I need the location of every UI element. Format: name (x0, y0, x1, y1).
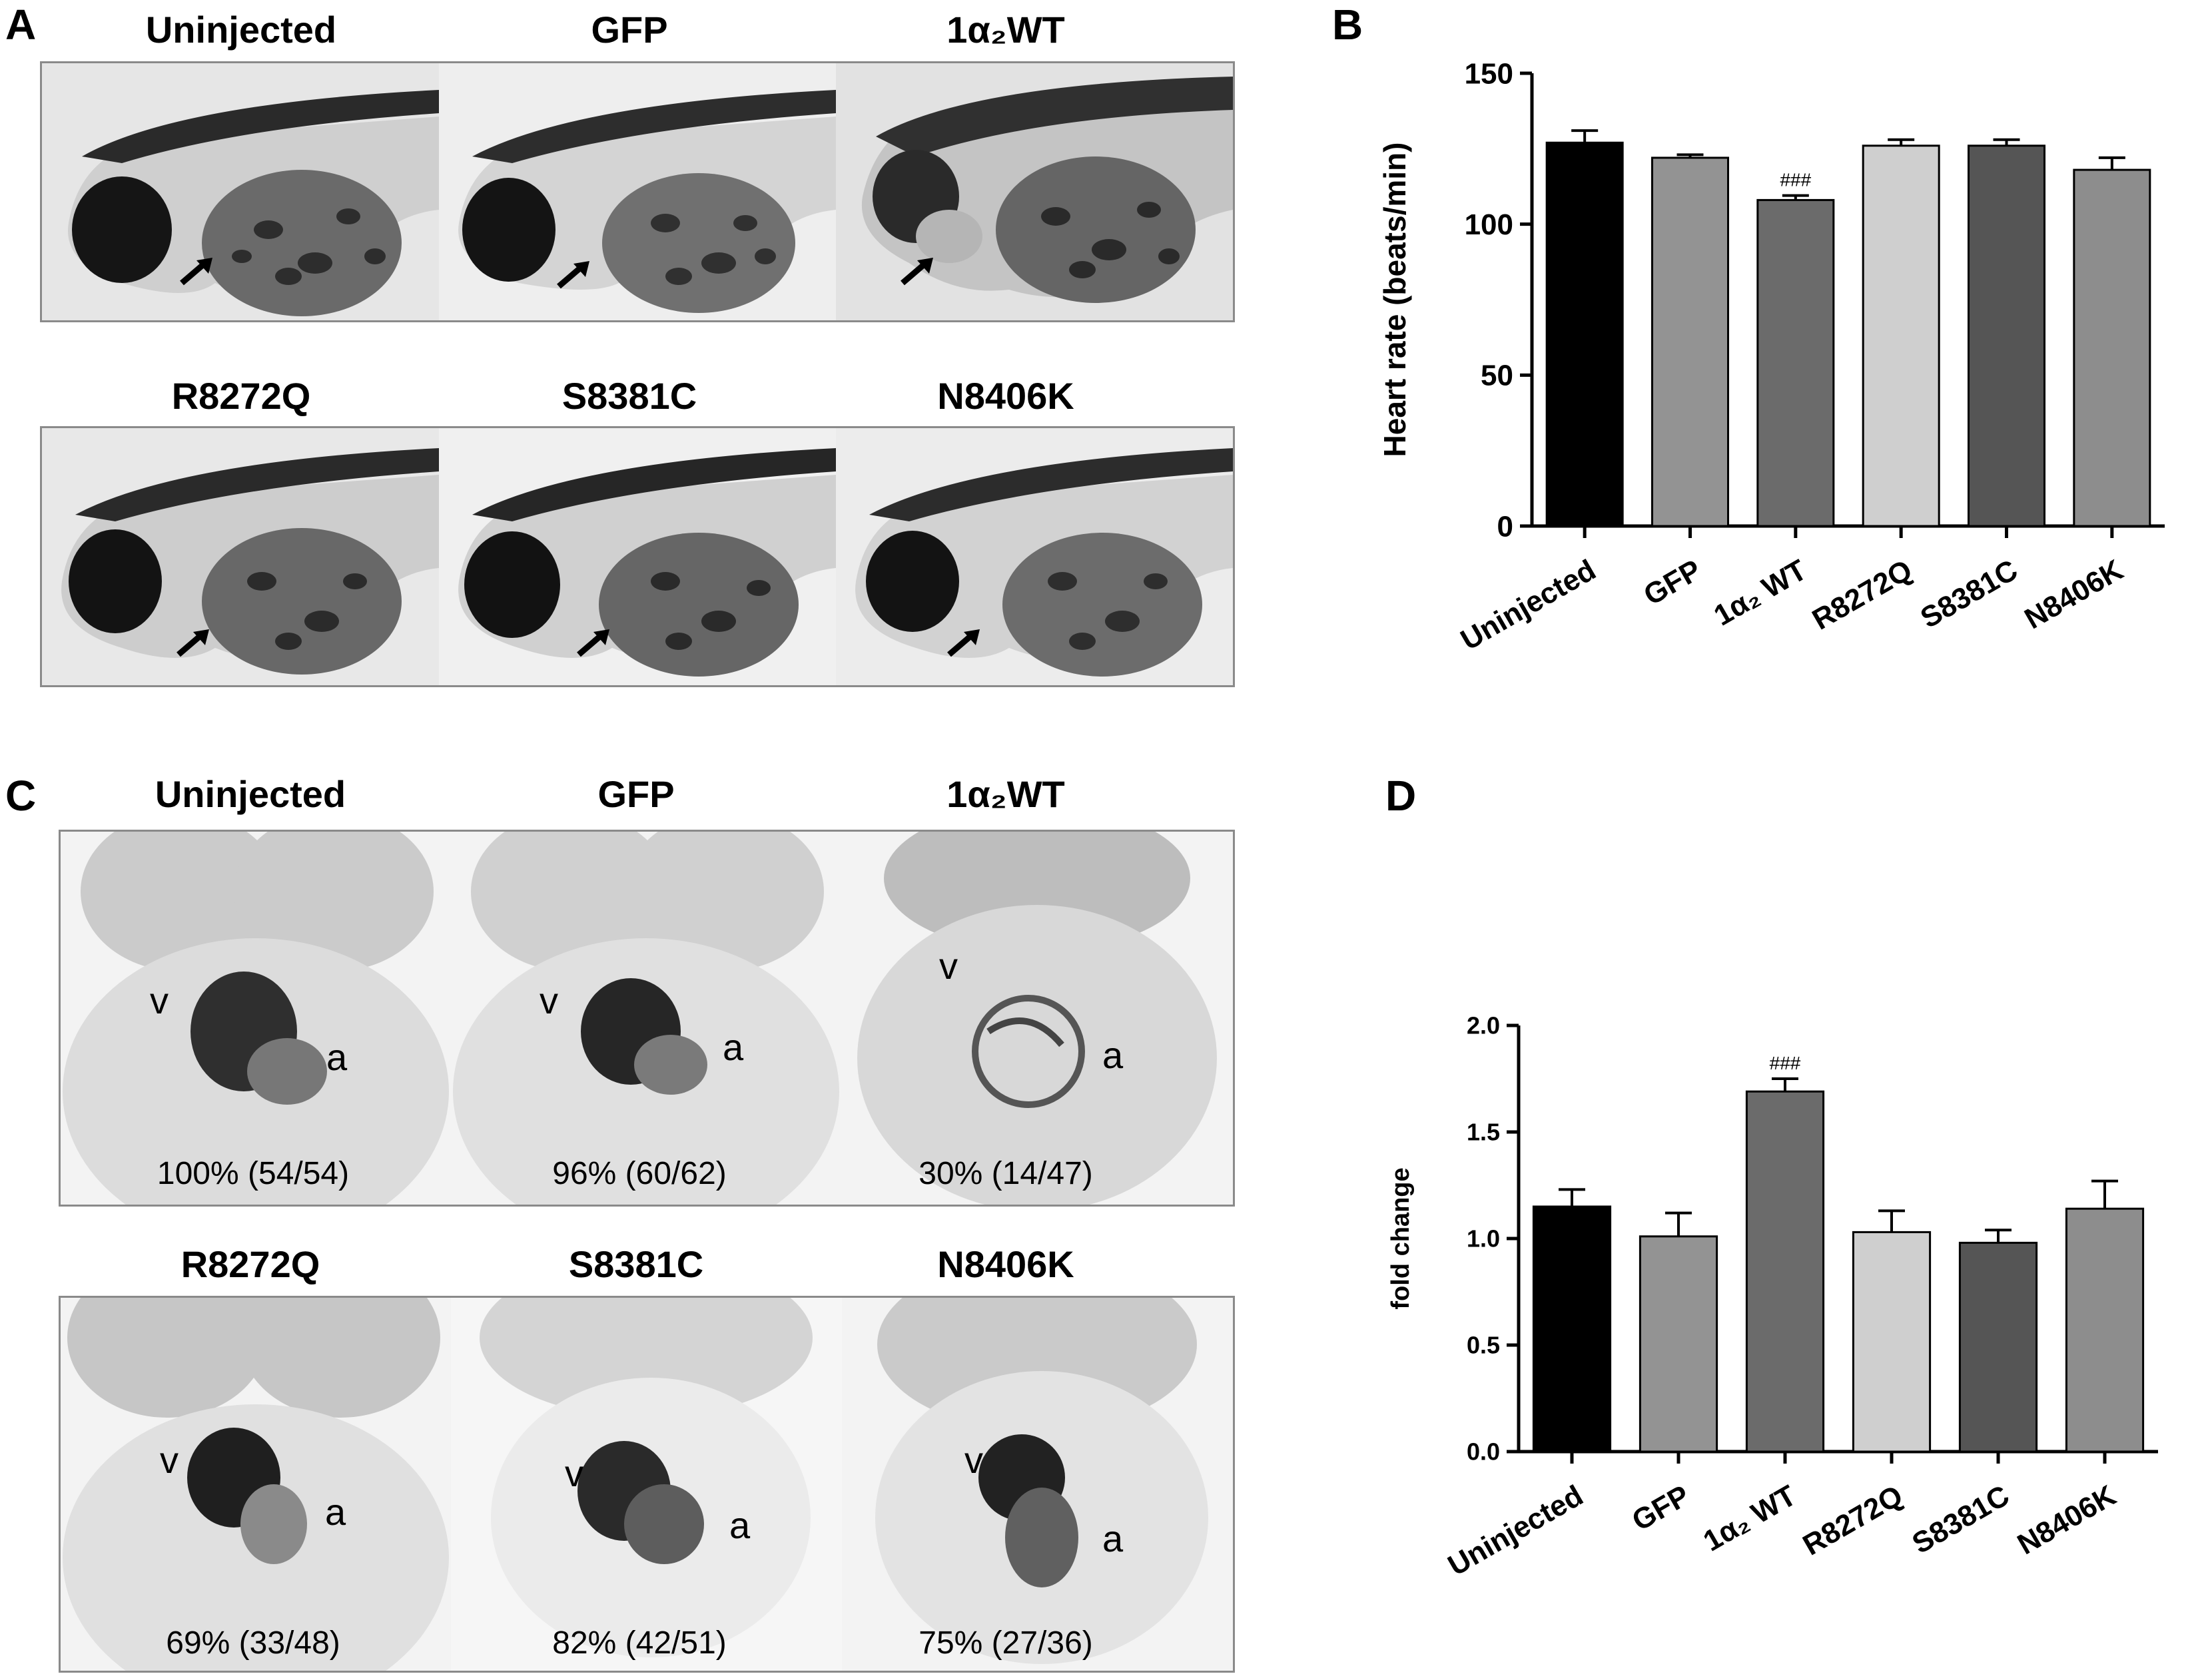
chart-fold-change: fold change 0.0 0.5 1.0 1.5 2.0 Uninjected GFP 1… (1387, 1012, 2158, 1582)
panel-c-label-s8381c: S8381C (568, 1243, 704, 1285)
bar (2073, 168, 2151, 527)
panel-c-label-r8272q: R8272Q (181, 1243, 320, 1285)
y-tick-label: 1.0 (1467, 1225, 1500, 1253)
atrium-label-n8406k: a (1102, 1518, 1124, 1559)
bar (1958, 1241, 2038, 1453)
significance-annotation: ### (1780, 170, 1811, 190)
panel-c-label-wt: 1α₂WT (946, 773, 1065, 815)
bar (1532, 1205, 1612, 1453)
atrium-label-uninjected: a (326, 1036, 348, 1078)
x-tick-label: R8272Q (1807, 553, 1918, 636)
panel-c-image-row2 (59, 1296, 1235, 1673)
panel-c-label-uninjected: Uninjected (155, 773, 346, 815)
y-tick-label: 0.0 (1467, 1438, 1500, 1466)
panel-c-pct-wt: 30% (14/47) (919, 1156, 1093, 1191)
panel-letter-b: B (1332, 1, 1363, 49)
x-tick-label: 1α₂ WT (1698, 1479, 1802, 1557)
panel-c-pct-s8381c: 82% (42/51) (552, 1625, 727, 1661)
panel-letter-a: A (5, 1, 37, 49)
y-tick-label: 1.5 (1467, 1119, 1500, 1146)
panel-c-label-n8406k: N8406K (937, 1243, 1074, 1285)
panel-a-label-s8381c: S8381C (561, 375, 697, 417)
ventricle-label-uninjected: v (150, 980, 169, 1021)
y-tick-label: 150 (1465, 57, 1513, 90)
y-tick-label: 100 (1465, 208, 1513, 241)
x-tick-label: S8381C (1907, 1479, 2015, 1560)
ventricle-label-s8381c: v (565, 1452, 583, 1494)
panel-c-pct-gfp: 96% (60/62) (552, 1156, 727, 1191)
atrium-label-wt: a (1102, 1034, 1124, 1076)
ventricle-label-wt: v (939, 945, 958, 987)
bar (1545, 141, 1624, 527)
panel-c-image-row1 (59, 830, 1235, 1207)
embryo-image-s8381c (439, 428, 836, 685)
panel-c-label-gfp: GFP (597, 773, 675, 815)
heart-image-gfp (451, 832, 842, 1205)
embryo-image-gfp (439, 63, 836, 320)
x-tick-label: 1α₂ WT (1708, 553, 1812, 632)
panel-a-label-uninjected: Uninjected (145, 9, 337, 51)
x-tick-label: N8406K (2012, 1479, 2122, 1561)
bar (1852, 1231, 1932, 1453)
atrium-label-gfp: a (723, 1026, 744, 1068)
heart-image-r8272q (61, 1298, 451, 1671)
x-tick-label: Uninjected (1455, 553, 1601, 657)
panel-letter-d: D (1385, 772, 1417, 820)
y-tick-label: 0 (1497, 510, 1513, 543)
bar (1639, 1235, 1718, 1453)
bar (1968, 144, 2045, 527)
panel-c-pct-uninjected: 100% (54/54) (157, 1156, 350, 1191)
x-tick-label: GFP (1639, 553, 1707, 612)
x-tick-label: R8272Q (1798, 1479, 1908, 1561)
x-tick-label: S8381C (1915, 553, 2023, 635)
heart-image-uninjected (61, 832, 451, 1205)
bar (1651, 156, 1729, 527)
x-tick-label: N8406K (2020, 553, 2129, 635)
embryo-image-n8406k (836, 428, 1233, 685)
chart-heart-rate: Heart rate (beats/min) 0 50 100 150 Uninjecte… (1377, 57, 2165, 657)
x-tick-label: Uninjected (1443, 1479, 1589, 1582)
panel-a-label-r8272q: R8272Q (171, 375, 311, 417)
panel-a-label-n8406k: N8406K (937, 375, 1074, 417)
y-axis-label: Heart rate (beats/min) (1377, 142, 1412, 457)
panel-c-pct-n8406k: 75% (27/36) (919, 1625, 1093, 1661)
heart-image-wt (842, 832, 1233, 1205)
y-tick-label: 0.5 (1467, 1332, 1500, 1359)
panel-a-image-row2 (40, 426, 1235, 687)
atrium-label-s8381c: a (729, 1504, 751, 1546)
bar (1745, 1090, 1825, 1453)
bar (2065, 1207, 2145, 1453)
embryo-image-wt (836, 63, 1233, 320)
embryo-image-uninjected (42, 63, 439, 320)
panel-letter-c: C (5, 772, 37, 820)
atrium-label-r8272q: a (325, 1491, 346, 1533)
ventricle-label-n8406k: v (964, 1439, 983, 1481)
embryo-image-r8272q (42, 428, 439, 685)
panel-a-label-wt: 1α₂WT (946, 9, 1065, 51)
heart-image-s8381c (451, 1298, 842, 1671)
significance-annotation: ### (1770, 1053, 1801, 1073)
panel-a-label-gfp: GFP (591, 9, 668, 51)
x-tick-label: GFP (1627, 1479, 1695, 1538)
panel-c-pct-r8272q: 69% (33/48) (166, 1625, 340, 1661)
ventricle-label-r8272q: v (160, 1439, 179, 1481)
bar (1756, 198, 1835, 527)
y-tick-label: 50 (1481, 360, 1513, 392)
heart-image-n8406k (842, 1298, 1233, 1671)
y-tick-label: 2.0 (1467, 1012, 1500, 1039)
bar (1862, 144, 1940, 527)
panel-a-image-row1 (40, 61, 1235, 322)
y-axis-label: fold change (1387, 1167, 1415, 1309)
ventricle-label-gfp: v (540, 980, 558, 1021)
